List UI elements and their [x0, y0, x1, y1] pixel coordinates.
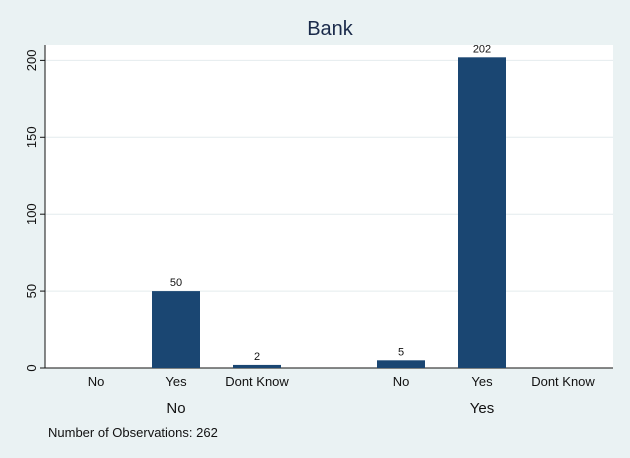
- data-label: 50: [170, 277, 182, 289]
- bar: [458, 57, 506, 369]
- chart-title: Bank: [307, 18, 354, 40]
- data-label: 5: [398, 346, 404, 358]
- y-axis: 0 50 100 150 200: [24, 45, 613, 372]
- x-category-label: No: [88, 374, 105, 389]
- x-category-label: No: [393, 374, 410, 389]
- y-tick-label: 150: [24, 126, 39, 148]
- gridlines: [45, 59, 613, 292]
- data-label: 2: [254, 351, 260, 363]
- bar: [233, 364, 281, 368]
- bar: [152, 291, 200, 368]
- x-axis-labels: No Yes Dont Know No No Yes Dont Know Yes: [88, 374, 596, 417]
- x-category-label: Dont Know: [225, 374, 289, 389]
- data-label: 202: [473, 43, 491, 55]
- x-category-label: Yes: [165, 374, 187, 389]
- bars: 50 2 5 202: [152, 43, 506, 369]
- x-category-label: Yes: [471, 374, 493, 389]
- y-tick-label: 100: [24, 203, 39, 225]
- y-tick-label: 50: [24, 284, 39, 298]
- x-category-label: Dont Know: [531, 374, 595, 389]
- x-group-label: No: [166, 400, 185, 417]
- y-tick-label: 200: [24, 50, 39, 72]
- bar: [377, 360, 425, 368]
- plot-background: [45, 45, 613, 368]
- y-tick-label: 0: [24, 364, 39, 371]
- observations-note: Number of Observations: 262: [48, 425, 218, 440]
- x-group-label: Yes: [470, 400, 494, 417]
